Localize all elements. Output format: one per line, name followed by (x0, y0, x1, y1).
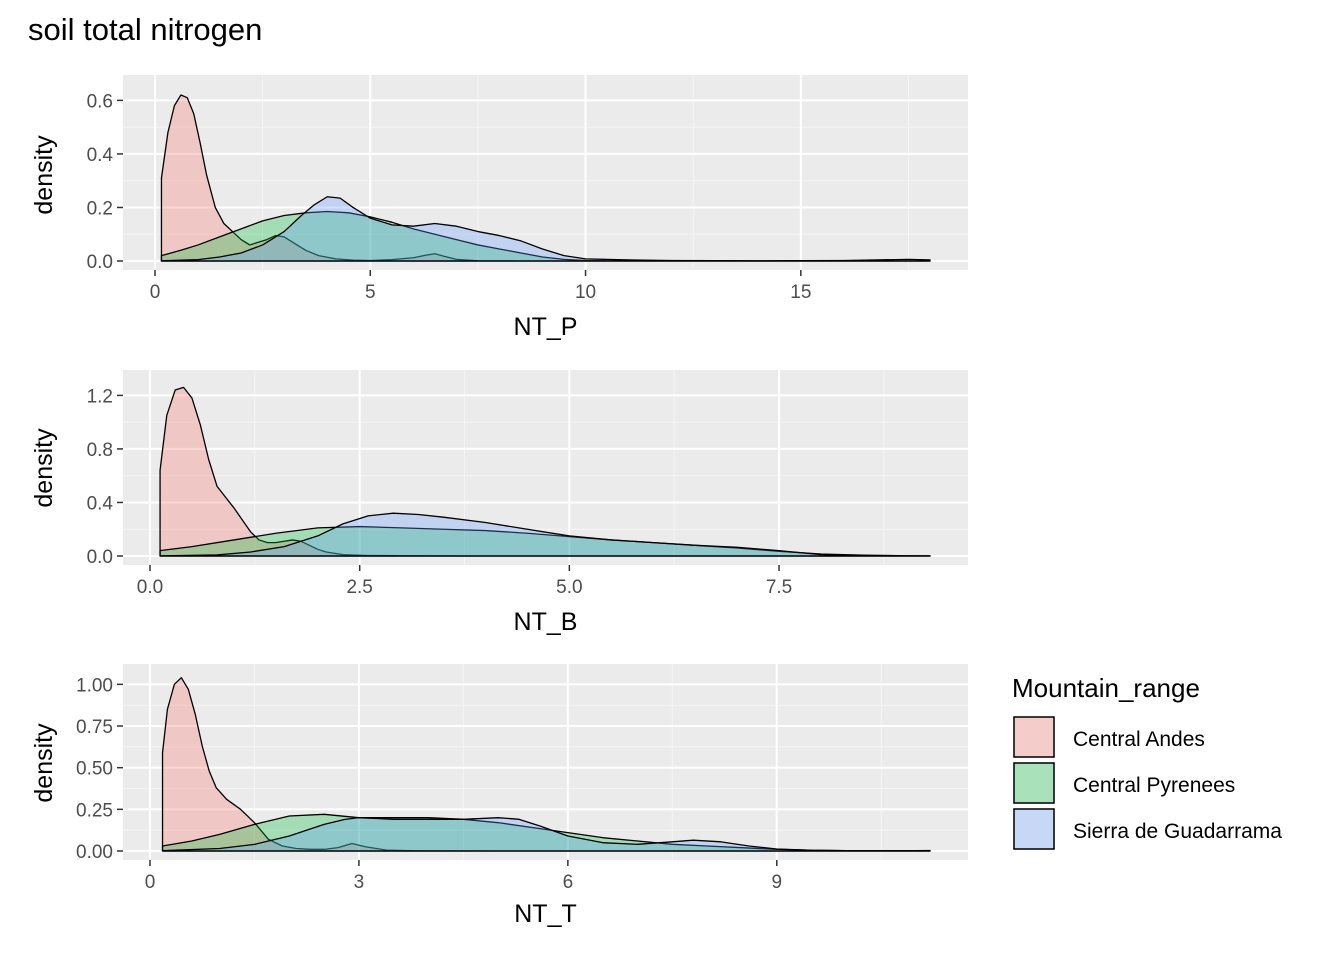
y-tick-label: 0.00 (76, 842, 113, 863)
x-tick-label: 0.0 (137, 577, 163, 598)
chart-title: soil total nitrogen (28, 12, 263, 47)
y-tick-label: 0.50 (76, 759, 113, 780)
y-tick-label: 0.4 (87, 145, 114, 166)
x-tick-label: 15 (790, 282, 811, 303)
panel-background (123, 75, 968, 270)
legend-label: Sierra de Guadarrama (1073, 820, 1282, 843)
y-tick-label: 1.2 (87, 386, 113, 407)
y-tick-label: 0.75 (76, 717, 113, 738)
y-axis-title: density (30, 135, 58, 215)
density-area-sierra-de-guadarrama (159, 512, 931, 557)
y-tick-label: 0.6 (87, 91, 113, 112)
legend-key-central-pyrenees: Central Pyrenees (1013, 762, 1235, 804)
legend-key-background (1013, 808, 1055, 850)
legend-key-sierra-de-guadarrama: Sierra de Guadarrama (1013, 808, 1282, 850)
axis-ticks: 0 3 6 9 0.00 0.25 0.50 0.75 1.00 (76, 675, 782, 893)
panel-nt-p: 0 5 10 15 0.0 0.2 0.4 0.6 NT_P density (30, 75, 968, 341)
x-tick-label: 5 (365, 282, 376, 303)
legend-key-background (1013, 762, 1055, 804)
y-tick-label: 1.00 (76, 675, 113, 696)
x-tick-label: 3 (354, 872, 365, 893)
y-tick-label: 0.25 (76, 800, 113, 821)
y-axis-title: density (30, 723, 58, 803)
panel-nt-b: 0.0 2.5 5.0 7.5 0.0 0.4 0.8 1.2 NT_B density (30, 370, 968, 636)
x-tick-label: 7.5 (766, 577, 792, 598)
legend-swatch (1013, 808, 1055, 850)
y-tick-label: 0.0 (87, 252, 113, 273)
x-axis-title: NT_P (514, 313, 578, 341)
density-area-sierra-de-guadarrama (161, 817, 931, 852)
y-tick-label: 0.8 (87, 440, 113, 461)
panel-nt-t: 0 3 6 9 0.00 0.25 0.50 0.75 1.00 NT_T density (30, 664, 968, 928)
legend-swatch (1013, 716, 1055, 758)
x-tick-label: 10 (575, 282, 596, 303)
x-axis-title: NT_B (514, 608, 578, 636)
y-tick-label: 0.2 (87, 198, 113, 219)
y-tick-label: 0.0 (87, 547, 113, 568)
x-tick-label: 6 (563, 872, 574, 893)
x-tick-label: 0 (150, 282, 161, 303)
x-tick-label: 9 (771, 872, 782, 893)
legend-swatch (1013, 762, 1055, 804)
density-area-sierra-de-guadarrama (160, 196, 931, 262)
legend: Mountain_range Central Andes Central Pyren… (1012, 673, 1282, 850)
y-tick-label: 0.4 (87, 493, 114, 514)
y-axis-title: density (30, 428, 58, 508)
x-tick-label: 5.0 (556, 577, 582, 598)
x-tick-label: 2.5 (346, 577, 372, 598)
legend-key-background (1013, 716, 1055, 758)
x-axis-title: NT_T (514, 900, 577, 928)
axis-ticks: 0.0 2.5 5.0 7.5 0.0 0.4 0.8 1.2 (87, 386, 793, 598)
legend-title: Mountain_range (1012, 673, 1200, 703)
legend-key-central-andes: Central Andes (1013, 716, 1205, 758)
legend-label: Central Pyrenees (1073, 774, 1235, 797)
axis-ticks: 0 5 10 15 0.0 0.2 0.4 0.6 (87, 91, 812, 303)
x-tick-label: 0 (145, 872, 156, 893)
legend-label: Central Andes (1073, 728, 1205, 751)
